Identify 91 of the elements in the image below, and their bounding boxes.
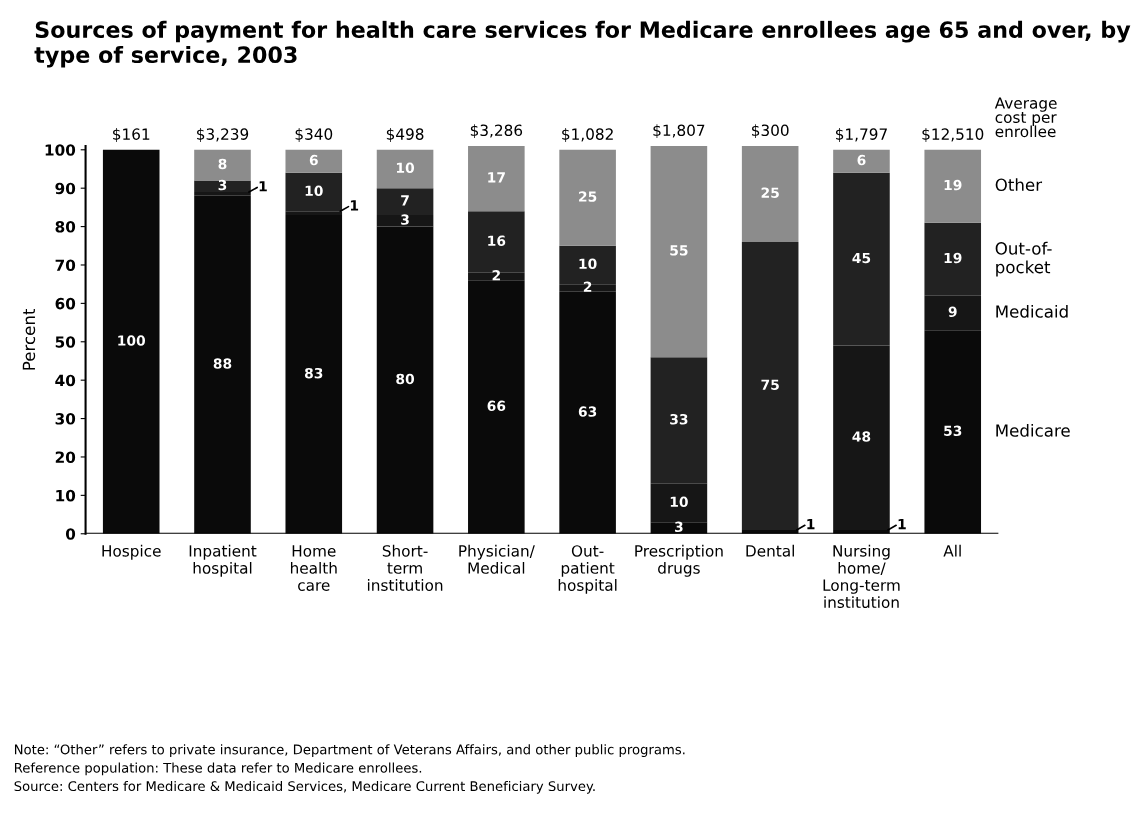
- bar: [285, 149, 343, 173]
- x-tick-label: Dental: [746, 544, 794, 557]
- data-label: 33: [670, 414, 688, 425]
- data-label: 8: [218, 158, 227, 170]
- data-label: 88: [213, 358, 232, 369]
- data-label: 48: [852, 431, 871, 442]
- bar: [285, 215, 343, 534]
- data-label: 16: [488, 235, 506, 246]
- y-tick-label: 20: [55, 451, 76, 463]
- y-tick-label: 40: [55, 374, 76, 387]
- data-label: 25: [761, 187, 779, 198]
- data-label: 19: [944, 179, 962, 191]
- y-axis-title: Percent: [22, 308, 36, 370]
- text: Average cost per enrollee: [994, 97, 1057, 138]
- y-tick-label: 80: [55, 221, 76, 233]
- data-label: 63: [578, 406, 597, 417]
- annotation: $3,286: [470, 124, 523, 139]
- annotation: $1,797: [835, 128, 887, 142]
- data-label: 3: [401, 214, 409, 225]
- data-label: 10: [396, 162, 415, 174]
- data-label: 2: [492, 270, 500, 281]
- bar: [194, 195, 251, 534]
- y-tick-label: 0: [65, 528, 76, 540]
- y-tick-label: 10: [56, 489, 76, 502]
- x-tick-label: Home health care: [290, 545, 337, 591]
- data-label: 3: [218, 179, 227, 191]
- bar: [741, 145, 799, 242]
- data-label: 17: [488, 172, 505, 183]
- series-label: Out-of- pocket: [995, 241, 1052, 277]
- annotation: $1,807: [653, 124, 705, 139]
- data-label: 66: [487, 400, 506, 412]
- data-label: 45: [852, 252, 871, 264]
- data-label: 10: [305, 185, 323, 197]
- annotation: $340: [295, 128, 333, 142]
- data-label: 19: [944, 252, 962, 264]
- annotation: $498: [386, 128, 424, 142]
- bar: [741, 241, 799, 530]
- annotation: $300: [752, 124, 789, 139]
- data-label: 3: [674, 521, 683, 533]
- data-label: 1: [259, 181, 267, 192]
- annotation: $161: [113, 128, 150, 142]
- y-tick-label: 30: [55, 413, 76, 425]
- text: Note: “Other” refers to private insurance, Department of Veterans Affairs, and other public programs.: [14, 744, 685, 757]
- series-label: Medicaid: [996, 304, 1068, 318]
- y-tick-label: 60: [55, 297, 76, 310]
- bar: [650, 145, 708, 358]
- bar: [468, 145, 525, 212]
- x-tick-label: Hospice: [102, 544, 161, 560]
- annotation: $3,239: [197, 128, 249, 142]
- y-tick-label: 90: [55, 182, 76, 195]
- x-tick-label: Short- term institution: [367, 544, 443, 591]
- bar: [559, 149, 616, 246]
- data-label: 6: [309, 154, 318, 166]
- data-label: 1: [807, 519, 815, 530]
- source-note: Source: Centers for Medicare & Medicaid Services, Medicare Current Beneficiary Survey.: [14, 780, 595, 794]
- data-label: 53: [944, 425, 962, 437]
- y-tick-label: 100: [45, 144, 76, 156]
- data-label: 1: [898, 519, 906, 530]
- data-label: 100: [118, 335, 146, 346]
- bar: [194, 149, 251, 181]
- data-label: 1: [350, 200, 359, 211]
- data-label: 83: [304, 367, 323, 379]
- data-label: 10: [579, 258, 597, 270]
- x-tick-label: Prescription drugs: [635, 544, 723, 577]
- y-tick-label: 50: [55, 336, 76, 348]
- series-label: Other: [995, 178, 1043, 192]
- bar: [833, 149, 890, 173]
- bar: [376, 149, 434, 189]
- data-label: 10: [670, 496, 688, 508]
- chart-title: Sources of payment for health care services for Medicare enrollees age 65 and over, by type of service, 2003: [34, 20, 1131, 68]
- data-label: 2: [583, 281, 592, 292]
- text: Reference population: These data refer to Medicare enrollees.: [14, 762, 422, 776]
- annotation: $12,510: [922, 128, 984, 142]
- x-tick-label: Inpatient hospital: [189, 544, 257, 577]
- x-tick-label: Out- patient hospital: [558, 545, 617, 594]
- data-label: 80: [396, 373, 415, 385]
- data-label: 6: [857, 154, 866, 166]
- data-label: 25: [579, 191, 597, 202]
- annotation: $1,082: [562, 128, 613, 142]
- bar: [102, 149, 160, 534]
- y-tick-label: 70: [55, 259, 76, 271]
- bar: [924, 149, 982, 223]
- x-tick-label: Nursing home/ Long-term institution: [823, 544, 900, 609]
- series-label: Medicare: [996, 423, 1070, 437]
- data-label: 9: [948, 306, 957, 318]
- x-tick-label: Physician/ Medical: [459, 544, 535, 574]
- data-label: 7: [401, 195, 409, 206]
- data-label: 55: [670, 245, 688, 256]
- bar: [285, 172, 343, 212]
- x-tick-label: All: [943, 544, 961, 557]
- data-label: 75: [761, 379, 779, 390]
